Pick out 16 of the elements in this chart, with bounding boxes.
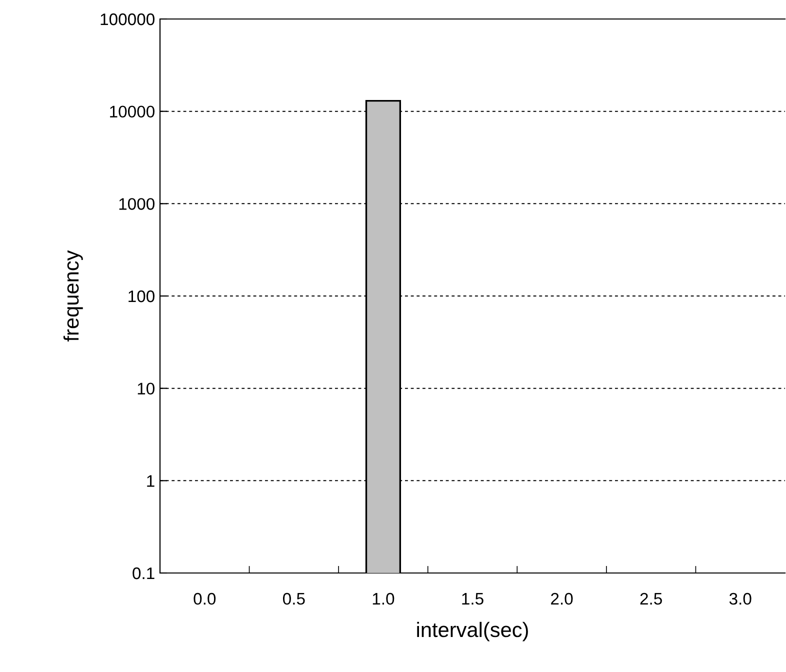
y-tick-label: 0.1: [132, 567, 154, 580]
x-tick-label: 2.0: [551, 592, 573, 605]
x-axis-title: interval(sec): [417, 622, 528, 642]
y-tick-label: 100: [128, 290, 154, 302]
x-tick-label: 3.0: [729, 592, 752, 605]
x-tick-label: 0.5: [282, 592, 305, 605]
y-tick-label: 1000: [119, 198, 154, 210]
y-axis-title: frequency: [63, 250, 83, 342]
y-tick-label: 100000: [100, 13, 154, 26]
x-tick-label: 1.5: [462, 593, 484, 605]
x-tick-label: 2.5: [640, 592, 662, 605]
x-tick-label: 0.0: [194, 592, 216, 605]
y-tick-label: 1: [147, 475, 154, 487]
x-tick-label: 1.0: [372, 592, 394, 605]
y-tick-label: 10000: [110, 106, 154, 118]
y-tick-label: 10: [138, 382, 154, 395]
